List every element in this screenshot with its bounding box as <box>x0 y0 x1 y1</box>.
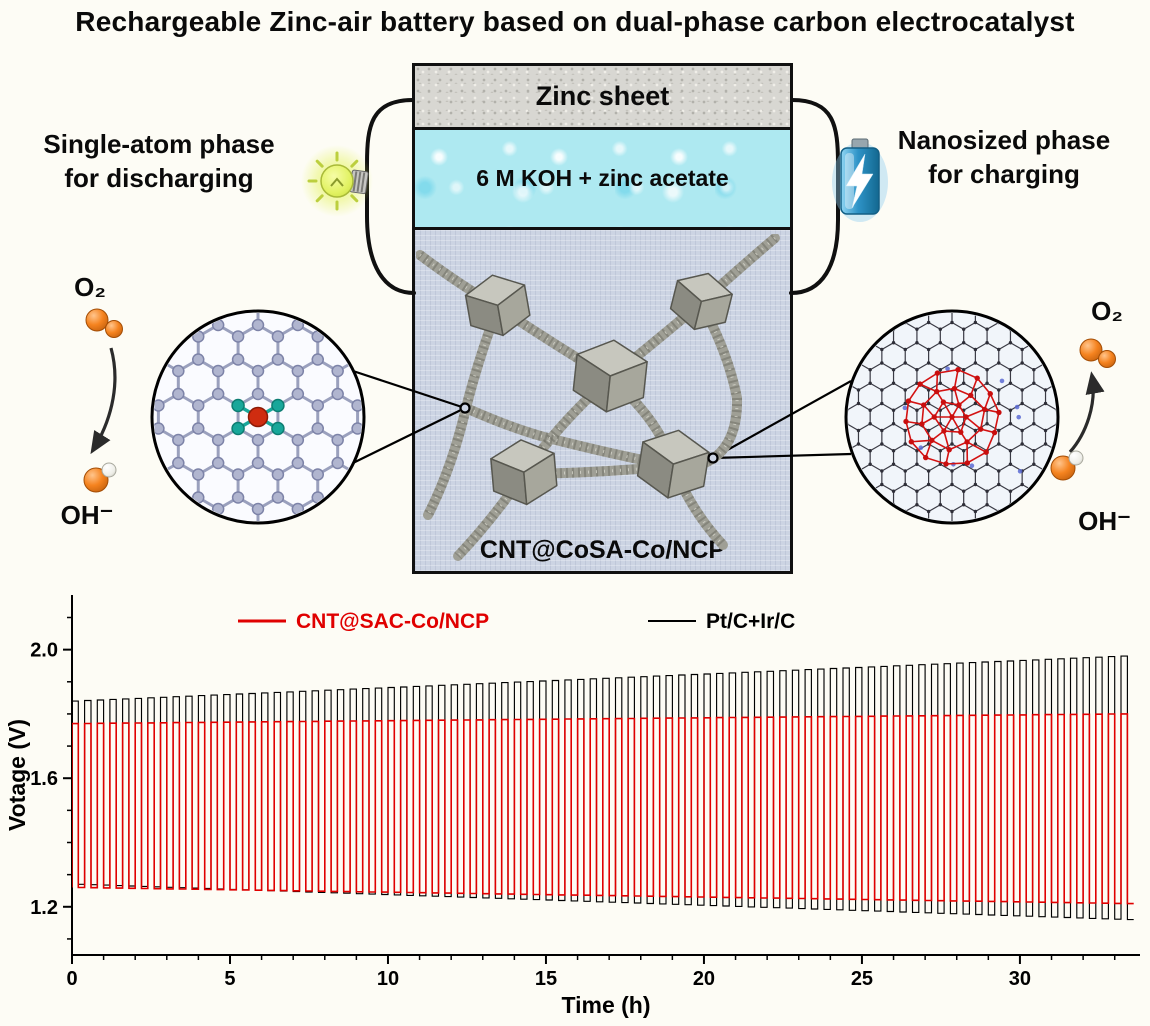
y-tick-label: 2.0 <box>30 640 58 662</box>
nanosized-phase-caption-line2: for charging <box>928 158 1080 189</box>
x-tick-label: 20 <box>693 968 715 990</box>
y-axis-ticks <box>63 616 72 940</box>
x-tick-label: 15 <box>535 968 557 990</box>
figure-title: Rechargeable Zinc-air battery based on d… <box>75 6 1075 37</box>
x-tick-label: 30 <box>1009 968 1031 990</box>
x-tick-label: 5 <box>224 968 235 990</box>
x-tick-label: 25 <box>851 968 873 990</box>
y-axis-label: Votage (V) <box>4 719 30 831</box>
y-tick-label: 1.6 <box>30 768 58 790</box>
light-bulb-icon <box>301 145 373 217</box>
oh-molecule-left-icon <box>83 462 117 493</box>
x-tick-label: 10 <box>377 968 399 990</box>
chart-series <box>72 655 1134 921</box>
single-atom-site-inset <box>150 309 366 525</box>
o2-molecule-right-icon <box>1079 338 1116 368</box>
x-tick-label: 0 <box>66 968 77 990</box>
electrolyte-label: 6 M KOH + zinc acetate <box>476 165 729 191</box>
oh-label-right: OH⁻ <box>1078 506 1131 536</box>
o2-molecule-left-icon <box>85 308 123 338</box>
chart-axes <box>71 595 1140 956</box>
o2-label-right: O₂ <box>1091 296 1123 326</box>
orr-arrow-left <box>90 347 117 455</box>
oh-molecule-right-icon <box>1050 450 1084 481</box>
electrolyte-section: 6 M KOH + zinc acetate <box>415 130 790 230</box>
legend-label-0: CNT@SAC-Co/NCP <box>296 610 489 633</box>
catalyst-label: CNT@CoSA-Co/NCP <box>479 536 726 564</box>
air-cathode-section: CNT@CoSA-Co/NCP <box>415 230 790 571</box>
o2-label-left: O₂ <box>74 272 106 302</box>
oh-label-left: OH⁻ <box>60 500 114 530</box>
x-axis-ticks <box>71 955 1116 964</box>
single-atom-phase-caption: Single-atom phase for discharging <box>8 128 310 196</box>
x-axis-label: Time (h) <box>561 992 650 1018</box>
y-tick-label: 1.2 <box>30 897 58 919</box>
single-atom-phase-caption-line1: Single-atom phase <box>43 129 275 159</box>
chart-series-0 <box>72 713 1134 905</box>
legend-label-1: Pt/C+Ir/C <box>706 610 795 633</box>
nanoparticle-inset <box>844 309 1060 525</box>
chart-series-1 <box>72 655 1134 921</box>
single-atom-phase-caption-line2: for discharging <box>64 162 254 193</box>
cycling-performance-chart: 1.2 1.6 2.0 0 5 10 15 20 25 30 Time (h) Votage (V) C… <box>4 595 1140 1018</box>
oer-arrow-right <box>1068 371 1105 454</box>
nanosized-phase-caption-line1: Nanosized phase <box>897 125 1111 155</box>
zinc-air-battery-schematic: Zinc sheet 6 M KOH + zinc acetate CNT@Co… <box>412 63 793 574</box>
zinc-sheet-section: Zinc sheet <box>415 66 790 130</box>
nanosized-phase-caption: Nanosized phase for charging <box>858 124 1150 192</box>
zinc-sheet-label: Zinc sheet <box>535 81 670 111</box>
